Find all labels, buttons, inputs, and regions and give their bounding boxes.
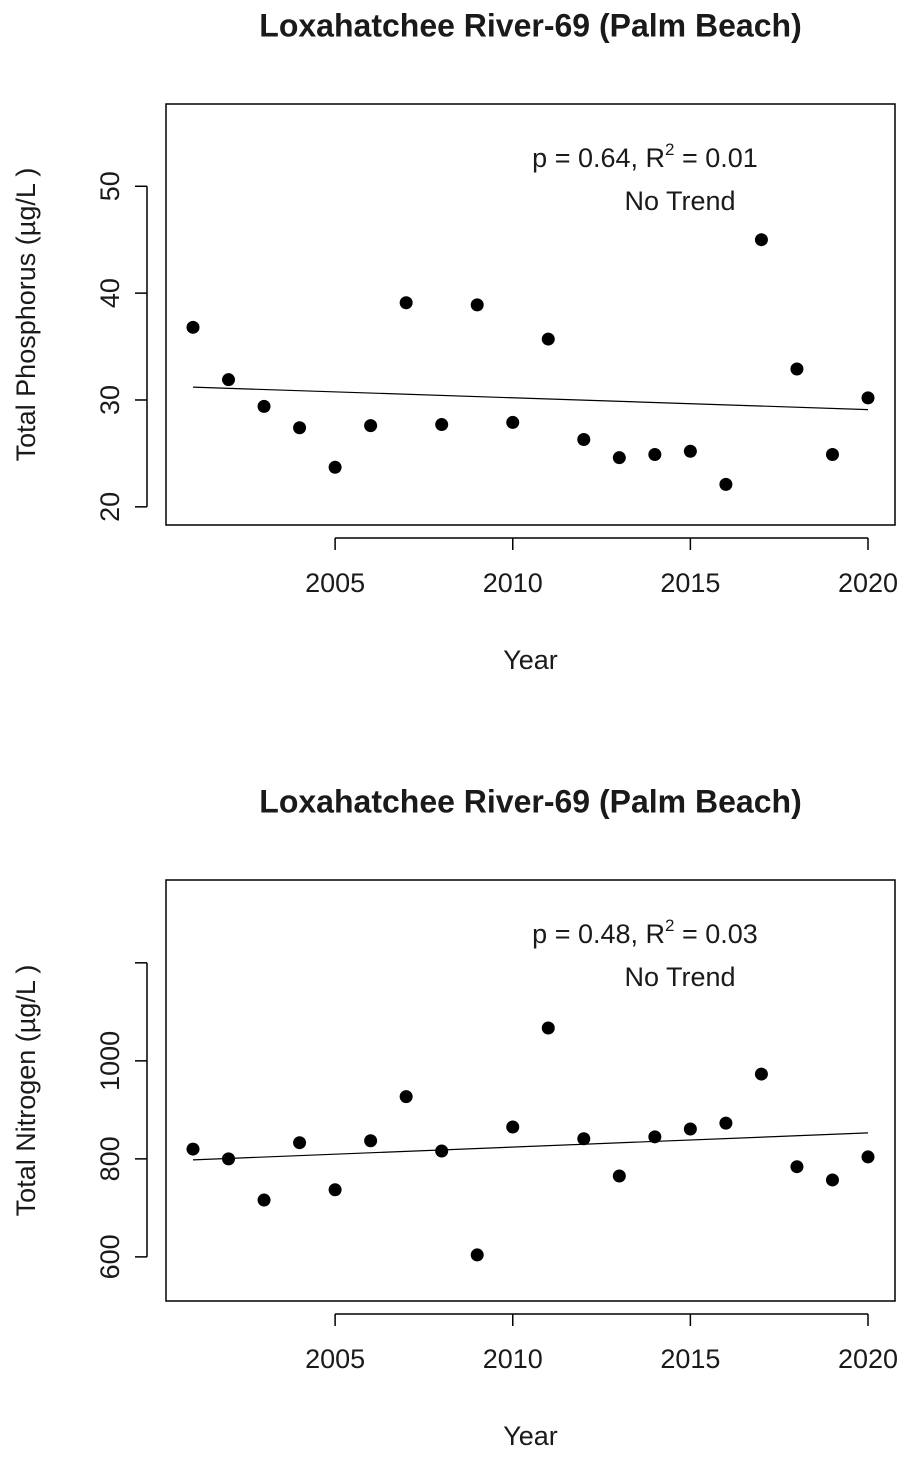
y-tick-label: 40 bbox=[95, 278, 125, 308]
annotation-stat: p = 0.64, R2 = 0.01 bbox=[532, 140, 758, 173]
data-point bbox=[861, 1150, 875, 1164]
data-point bbox=[719, 477, 733, 491]
superscript: 2 bbox=[665, 140, 674, 159]
x-tick-label: 2020 bbox=[838, 1344, 898, 1374]
x-axis-label: Year bbox=[503, 645, 558, 675]
data-point bbox=[222, 373, 236, 387]
data-point bbox=[506, 415, 520, 429]
x-tick-label: 2015 bbox=[660, 1344, 720, 1374]
data-point bbox=[541, 1021, 555, 1035]
stat-text: = 0.01 bbox=[674, 143, 757, 173]
data-point bbox=[825, 447, 839, 461]
data-point bbox=[577, 433, 591, 447]
annotation-note: No Trend bbox=[624, 186, 735, 216]
data-point bbox=[790, 1160, 804, 1174]
data-point bbox=[470, 1248, 484, 1262]
y-tick-label: 1000 bbox=[95, 1031, 125, 1091]
chart-title: Loxahatchee River-69 (Palm Beach) bbox=[259, 7, 801, 43]
x-tick-label: 2010 bbox=[483, 568, 543, 598]
y-tick-label: 30 bbox=[95, 385, 125, 415]
plot-frame bbox=[165, 879, 896, 1302]
y-tick-label: 20 bbox=[95, 492, 125, 522]
plot-frame bbox=[165, 103, 896, 526]
data-point bbox=[186, 1142, 200, 1156]
data-point bbox=[399, 1090, 413, 1104]
x-tick-label: 2010 bbox=[483, 1344, 543, 1374]
data-point bbox=[364, 419, 378, 433]
stat-text: p = 0.64, R bbox=[532, 143, 665, 173]
trend-line bbox=[192, 386, 869, 411]
chart: Loxahatchee River-69 (Palm Beach) 2005 201… bbox=[11, 7, 898, 675]
data-point bbox=[293, 1136, 307, 1150]
data-point bbox=[435, 418, 449, 432]
data-point bbox=[328, 460, 342, 474]
data-point bbox=[399, 296, 413, 310]
data-point bbox=[328, 1183, 342, 1197]
trend-line bbox=[192, 1132, 869, 1161]
data-point bbox=[648, 1130, 662, 1144]
data-point bbox=[470, 298, 484, 312]
data-point bbox=[435, 1144, 449, 1158]
data-point bbox=[790, 362, 804, 376]
data-point bbox=[257, 1193, 271, 1207]
data-point bbox=[186, 320, 200, 334]
x-tick-label: 2020 bbox=[838, 568, 898, 598]
data-point bbox=[612, 451, 626, 465]
x-tick-label: 2005 bbox=[305, 1344, 365, 1374]
superscript: 2 bbox=[665, 916, 674, 935]
y-tick-label: 800 bbox=[95, 1136, 125, 1181]
data-point bbox=[683, 1122, 697, 1136]
data-point bbox=[825, 1173, 839, 1187]
annotation-note: No Trend bbox=[624, 962, 735, 992]
y-tick-label: 50 bbox=[95, 171, 125, 201]
y-tick-label: 600 bbox=[95, 1234, 125, 1279]
data-point bbox=[861, 391, 875, 405]
annotation-stat: p = 0.48, R2 = 0.03 bbox=[532, 916, 758, 949]
data-point bbox=[257, 399, 271, 413]
data-point bbox=[754, 1067, 768, 1081]
data-point bbox=[577, 1132, 591, 1146]
data-point bbox=[364, 1134, 378, 1148]
data-point bbox=[612, 1169, 626, 1183]
data-point bbox=[506, 1120, 520, 1134]
stat-text: p = 0.48, R bbox=[532, 919, 665, 949]
y-axis-label: Total Nitrogen (µg/L ) bbox=[11, 965, 41, 1217]
data-point bbox=[719, 1116, 733, 1130]
data-point bbox=[293, 421, 307, 435]
data-point bbox=[754, 233, 768, 247]
data-point bbox=[648, 447, 662, 461]
chart-title: Loxahatchee River-69 (Palm Beach) bbox=[259, 783, 801, 819]
x-tick-label: 2015 bbox=[660, 568, 720, 598]
x-tick-label: 2005 bbox=[305, 568, 365, 598]
stat-text: = 0.03 bbox=[674, 919, 757, 949]
chart: Loxahatchee River-69 (Palm Beach) 2005 201… bbox=[11, 783, 898, 1451]
data-point bbox=[683, 444, 697, 458]
data-point bbox=[541, 332, 555, 346]
x-axis-label: Year bbox=[503, 1421, 558, 1451]
y-axis-label: Total Phosphorus (µg/L ) bbox=[11, 168, 41, 462]
data-point bbox=[222, 1152, 236, 1166]
